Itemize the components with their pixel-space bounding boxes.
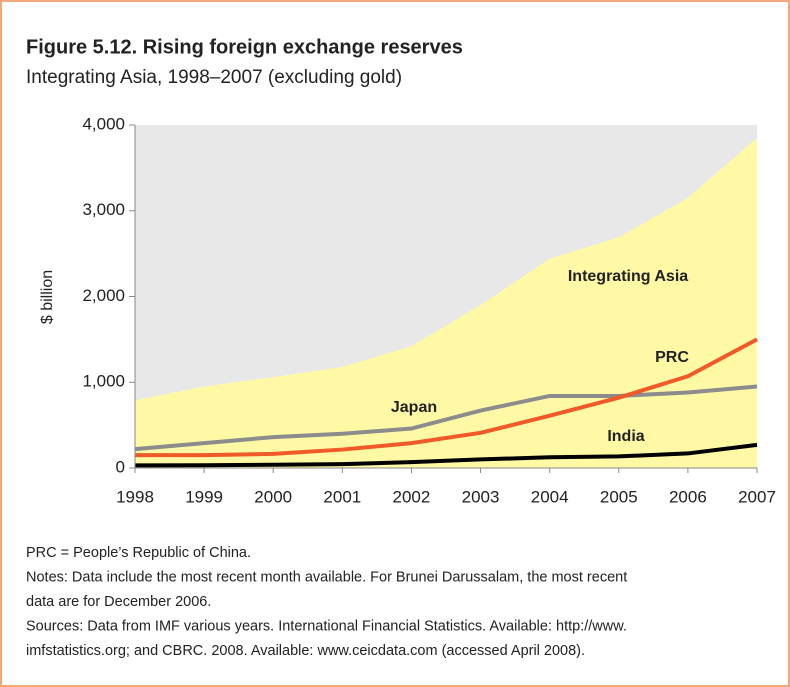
y-tick-label: 2,000 (82, 286, 125, 305)
series-label: PRC (655, 349, 689, 366)
note: imfstatistics.org; and CBRC. 2008. Avail… (26, 643, 585, 659)
line (134, 442, 758, 468)
series-label: Integrating Asia (568, 268, 688, 285)
x-tick-label: 2001 (323, 487, 361, 506)
series-label: Japan (391, 399, 437, 416)
note: PRC = People’s Republic of China. (26, 545, 251, 561)
note: Notes: Data include the most recent mont… (26, 569, 627, 585)
x-tick-label: 2000 (254, 487, 292, 506)
x-tick-label: 2005 (600, 487, 638, 506)
x-tick-label: 2006 (669, 487, 707, 506)
y-tick-label: 3,000 (82, 200, 125, 219)
area (135, 137, 757, 469)
x-tick-label: 2007 (738, 487, 776, 506)
x-tick-label: 2002 (393, 487, 431, 506)
y-axis-label: $ billion (39, 270, 56, 324)
line (134, 384, 758, 452)
line (135, 337, 758, 458)
y-tick-label: 0 (116, 457, 125, 476)
chart-title: Figure 5.12. Rising foreign exchange res… (26, 36, 463, 58)
x-tick-label: 2003 (462, 487, 500, 506)
note: data are for December 2006. (26, 594, 211, 610)
x-tick-label: 2004 (531, 487, 569, 506)
x-tick-label: 1999 (185, 487, 223, 506)
y-tick-label: 1,000 (82, 372, 125, 391)
x-tick-label: 1998 (116, 487, 154, 506)
chart-subtitle: Integrating Asia, 1998–2007 (excluding g… (26, 67, 402, 88)
note: Sources: Data from IMF various years. In… (26, 618, 627, 634)
series-label: India (607, 428, 644, 445)
y-tick-label: 4,000 (82, 114, 125, 133)
